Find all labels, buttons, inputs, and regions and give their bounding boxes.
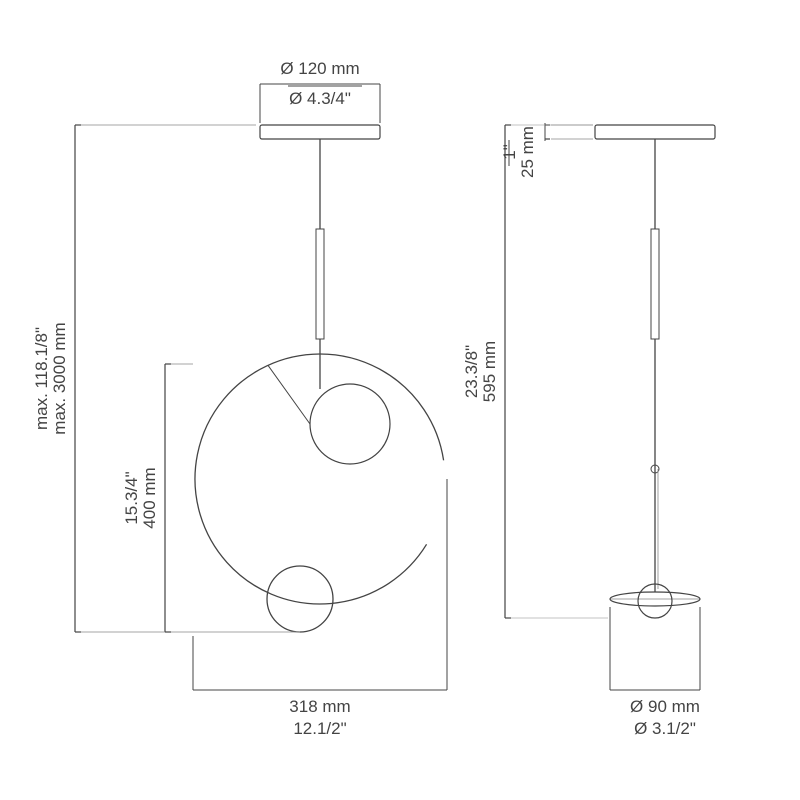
svg-text:Ø 90 mm: Ø 90 mm	[630, 697, 700, 716]
svg-text:23.3/8": 23.3/8"	[462, 345, 481, 398]
svg-text:25 mm: 25 mm	[518, 126, 537, 178]
svg-text:Ø 4.3/4": Ø 4.3/4"	[289, 89, 351, 108]
svg-text:12.1/2": 12.1/2"	[293, 719, 346, 738]
svg-text:595 mm: 595 mm	[480, 341, 499, 402]
svg-text:max. 118.1/8": max. 118.1/8"	[32, 327, 51, 430]
svg-text:Ø 3.1/2": Ø 3.1/2"	[634, 719, 696, 738]
svg-text:318 mm: 318 mm	[289, 697, 350, 716]
svg-text:15.3/4": 15.3/4"	[122, 471, 141, 524]
svg-text:Ø 120 mm: Ø 120 mm	[280, 59, 359, 78]
svg-text:max. 3000 mm: max. 3000 mm	[50, 322, 69, 434]
svg-text:400 mm: 400 mm	[140, 467, 159, 528]
